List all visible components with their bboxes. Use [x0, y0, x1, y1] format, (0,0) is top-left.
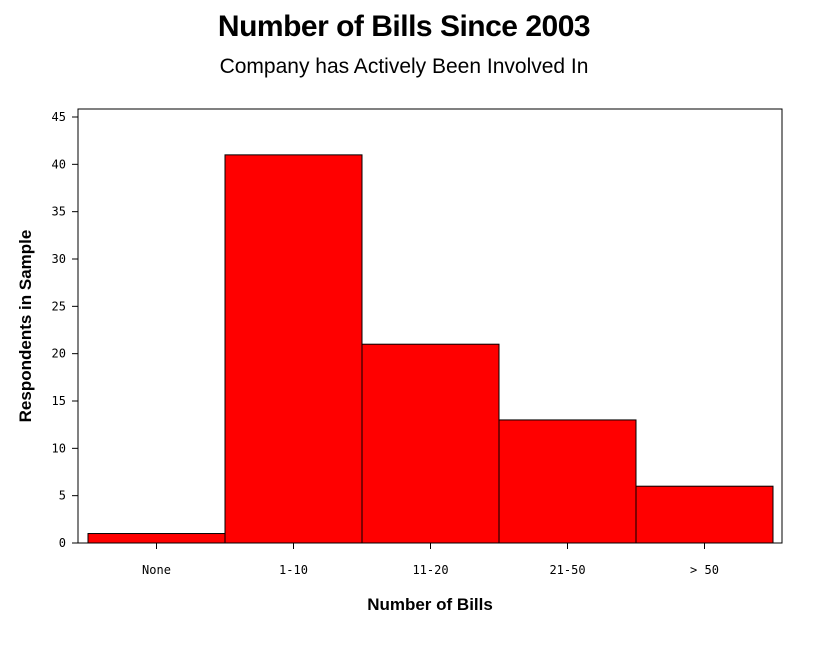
- chart-subtitle: Company has Actively Been Involved In: [219, 55, 589, 78]
- bar-4: [635, 485, 774, 544]
- x-tick-label: 1-10: [279, 563, 308, 577]
- x-tick-label: 11-20: [412, 563, 448, 577]
- y-tick-label: 45: [52, 110, 66, 124]
- y-axis-label: Respondents in Sample: [16, 230, 35, 423]
- bar-0: [87, 533, 226, 544]
- y-tick-label: 25: [52, 299, 66, 313]
- bar-1: [224, 154, 363, 544]
- x-axis: None 1-10 11-20 21-50 > 50: [142, 543, 719, 577]
- bar-2: [361, 343, 500, 544]
- x-tick-label: > 50: [690, 563, 719, 577]
- y-tick-label: 0: [59, 536, 66, 550]
- y-tick-label: 5: [59, 489, 66, 503]
- y-tick-label: 40: [52, 157, 66, 171]
- y-tick-label: 35: [52, 205, 66, 219]
- x-axis-label: Number of Bills: [367, 595, 493, 614]
- y-tick-label: 20: [52, 347, 66, 361]
- chart-title: Number of Bills Since 2003: [217, 10, 591, 43]
- y-axis: 0 5 10 15 20 25 30 35 40 45: [52, 110, 78, 550]
- x-tick-label: None: [142, 563, 171, 577]
- y-tick-label: 15: [52, 394, 66, 408]
- x-tick-label: 21-50: [549, 563, 585, 577]
- bar-3: [498, 419, 637, 544]
- y-tick-label: 30: [52, 252, 66, 266]
- bars-group: [87, 154, 774, 544]
- y-tick-label: 10: [52, 441, 66, 455]
